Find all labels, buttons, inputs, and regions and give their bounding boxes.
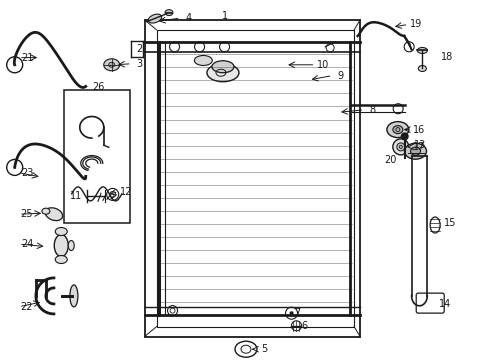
Circle shape <box>290 311 294 315</box>
Text: 3: 3 <box>137 59 143 69</box>
Ellipse shape <box>397 143 405 151</box>
Text: 9: 9 <box>338 71 343 81</box>
Ellipse shape <box>418 66 426 72</box>
Ellipse shape <box>417 48 427 54</box>
Ellipse shape <box>42 208 50 214</box>
Ellipse shape <box>411 147 420 155</box>
Ellipse shape <box>212 61 234 73</box>
Text: 8: 8 <box>369 105 375 115</box>
Text: 23: 23 <box>21 168 33 178</box>
Ellipse shape <box>104 59 120 71</box>
Text: 11: 11 <box>70 191 82 201</box>
Text: 10: 10 <box>318 60 330 70</box>
Ellipse shape <box>207 64 239 82</box>
Text: 5: 5 <box>262 344 268 354</box>
Text: 20: 20 <box>384 155 396 165</box>
Text: 19: 19 <box>411 19 423 30</box>
Ellipse shape <box>109 62 115 67</box>
Text: 1: 1 <box>222 11 228 21</box>
Text: 13: 13 <box>415 140 427 150</box>
Ellipse shape <box>55 256 67 264</box>
Ellipse shape <box>387 122 409 138</box>
Text: 17: 17 <box>413 142 425 152</box>
Ellipse shape <box>393 139 409 155</box>
Text: 6: 6 <box>302 321 308 331</box>
Text: 21: 21 <box>21 53 33 63</box>
Ellipse shape <box>68 240 74 251</box>
Ellipse shape <box>70 285 78 307</box>
Text: 12: 12 <box>120 186 133 197</box>
Ellipse shape <box>195 55 212 66</box>
Text: 2: 2 <box>137 44 143 54</box>
Text: 14: 14 <box>439 299 451 309</box>
Text: 7: 7 <box>294 308 300 318</box>
Ellipse shape <box>405 143 426 159</box>
Ellipse shape <box>148 14 162 23</box>
Text: 15: 15 <box>443 218 456 228</box>
Ellipse shape <box>54 234 68 257</box>
Ellipse shape <box>165 10 173 15</box>
Text: 22: 22 <box>21 302 33 312</box>
Ellipse shape <box>45 208 63 221</box>
Text: 26: 26 <box>92 82 104 92</box>
Text: 4: 4 <box>186 13 192 23</box>
Circle shape <box>401 132 409 140</box>
Text: 16: 16 <box>413 125 425 135</box>
Text: 25: 25 <box>21 209 33 219</box>
Ellipse shape <box>55 228 67 235</box>
Text: 24: 24 <box>21 239 33 249</box>
Ellipse shape <box>393 126 403 134</box>
Text: 18: 18 <box>441 52 453 62</box>
